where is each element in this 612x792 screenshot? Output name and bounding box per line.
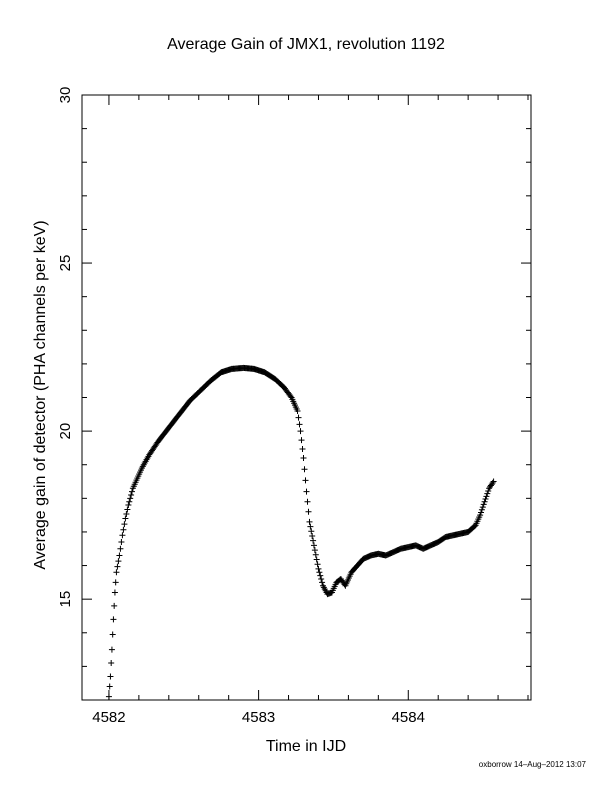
data-point (296, 421, 303, 428)
data-point (106, 683, 113, 690)
data-points (105, 364, 497, 700)
data-point (287, 393, 294, 400)
axis-ticks (82, 94, 531, 701)
x-tick-label: 4584 (392, 709, 425, 726)
data-point (127, 495, 134, 502)
data-point (123, 511, 130, 518)
data-point (481, 498, 488, 505)
data-point (303, 488, 310, 495)
data-point (115, 558, 122, 565)
chart-title: Average Gain of JMX1, revolution 1192 (167, 36, 445, 53)
data-point (312, 551, 319, 558)
data-point (294, 407, 301, 414)
data-point (310, 542, 317, 549)
x-tick-label: 4583 (242, 709, 275, 726)
x-tick-label: 4582 (92, 709, 125, 726)
data-point (478, 509, 485, 516)
data-point (490, 478, 497, 485)
data-point (310, 537, 317, 544)
data-point (484, 490, 491, 497)
data-point (304, 498, 311, 505)
data-point (298, 437, 305, 444)
data-point (306, 518, 313, 525)
data-point (114, 563, 121, 570)
data-point (307, 523, 314, 530)
y-tick-label: 20 (57, 423, 74, 440)
y-tick-label: 30 (57, 87, 74, 104)
data-point (300, 455, 307, 461)
data-point (302, 477, 309, 484)
data-point (315, 565, 322, 572)
data-point (305, 508, 312, 515)
data-point (317, 572, 324, 579)
data-point (122, 515, 129, 522)
data-point (120, 526, 127, 533)
plot-frame (81, 94, 532, 701)
data-point (478, 506, 485, 513)
data-point (118, 539, 125, 546)
data-point (111, 589, 118, 596)
data-point (477, 512, 484, 519)
y-tick-label: 25 (57, 255, 74, 272)
axis-tick-labels: 4582 4583 4584 15 20 25 30 (57, 87, 425, 726)
data-point (109, 631, 116, 638)
data-point (128, 488, 135, 495)
data-point (108, 660, 115, 667)
y-axis-label: Average gain of detector (PHA channels p… (32, 220, 49, 570)
x-axis-label: Time in IJD (265, 738, 347, 755)
data-point (108, 646, 115, 653)
data-point (313, 556, 320, 563)
data-point (121, 521, 128, 528)
data-point (117, 545, 124, 552)
data-point (308, 528, 315, 535)
data-point (105, 693, 112, 700)
data-point (124, 506, 131, 513)
data-point (116, 552, 123, 559)
data-point (299, 446, 306, 453)
data-point (107, 673, 114, 680)
data-point (112, 579, 119, 586)
data-point (314, 561, 321, 568)
data-point (309, 532, 316, 539)
data-point (479, 504, 486, 511)
data-point (128, 491, 135, 498)
data-point (485, 487, 492, 494)
data-point (297, 428, 304, 435)
data-point (119, 532, 126, 539)
data-point (126, 498, 133, 505)
data-point (111, 602, 118, 609)
data-point (489, 479, 496, 486)
data-point (319, 579, 326, 586)
data-point (125, 502, 132, 509)
data-point (482, 496, 489, 503)
data-point (311, 547, 318, 554)
data-point (295, 414, 302, 421)
data-point (480, 501, 487, 508)
data-point (113, 569, 120, 576)
footer-credit: oxborrow 14–Aug–2012 13:07 (478, 760, 586, 769)
y-tick-label: 15 (57, 591, 74, 608)
data-point (483, 493, 490, 500)
data-point (318, 576, 325, 582)
data-point (316, 569, 323, 576)
data-point (301, 466, 308, 473)
data-point (110, 616, 117, 623)
